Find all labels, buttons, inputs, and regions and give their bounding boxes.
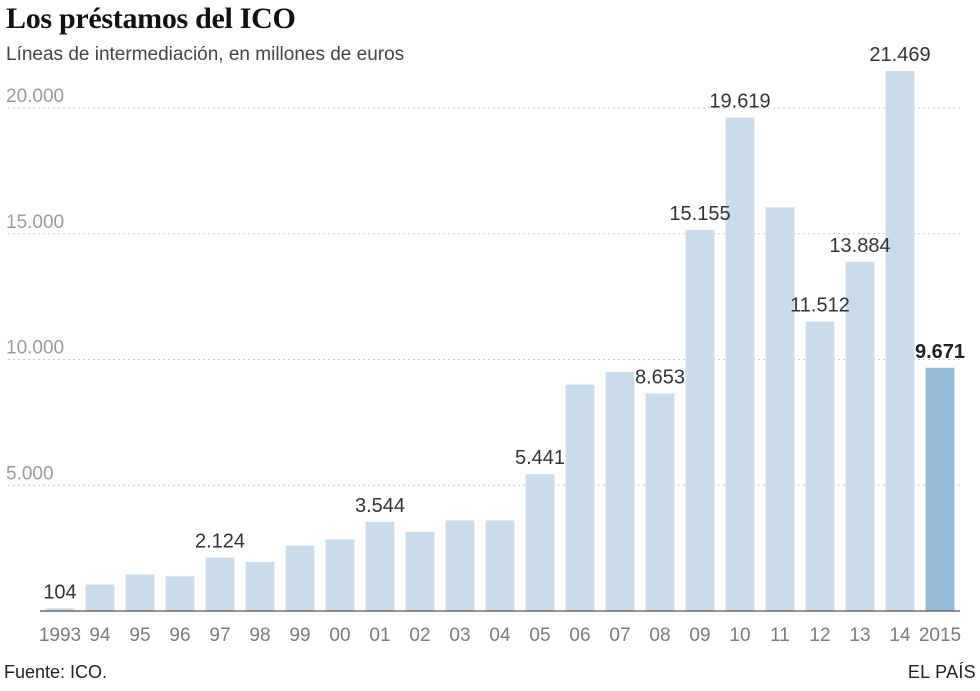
bar-99	[285, 545, 315, 611]
data-label: 2.124	[195, 531, 245, 553]
data-label: 19.619	[709, 91, 770, 113]
x-tick-label: 98	[249, 625, 270, 646]
bar-13	[845, 261, 875, 611]
x-tick-label: 95	[129, 625, 150, 646]
bar-12	[805, 321, 835, 611]
x-tick-label: 09	[689, 625, 710, 646]
y-tick-label: 5.000	[6, 463, 54, 484]
x-tick-label: 06	[569, 625, 590, 646]
x-tick-label: 02	[409, 625, 430, 646]
data-label: 5.441	[515, 447, 565, 469]
bar-11	[765, 207, 795, 611]
y-tick-label: 15.000	[6, 212, 64, 233]
x-tick-label: 03	[449, 625, 470, 646]
bar-94	[85, 584, 115, 611]
x-tick-label: 99	[289, 625, 310, 646]
bar-04	[485, 520, 515, 611]
data-label: 8.653	[635, 366, 685, 388]
x-tick-label: 12	[809, 625, 830, 646]
bar-1993	[45, 608, 75, 611]
x-tick-label: 00	[329, 625, 350, 646]
y-tick-label: 20.000	[6, 86, 64, 107]
x-tick-label: 05	[529, 625, 550, 646]
source-note: Fuente: ICO.	[4, 662, 108, 682]
bar-98	[245, 561, 275, 611]
x-tick-label: 1993	[39, 625, 81, 646]
brand-logo: EL PAÍS	[907, 662, 976, 682]
chart-title: Los préstamos del ICO	[6, 2, 296, 35]
bar-09	[685, 229, 715, 611]
bar-95	[125, 574, 155, 611]
data-label: 104	[43, 581, 76, 603]
bar-00	[325, 539, 355, 611]
bar-01	[365, 521, 395, 611]
bar-10	[725, 117, 755, 611]
data-label: 21.469	[869, 44, 930, 66]
bar-14	[885, 71, 915, 612]
x-tick-label: 08	[649, 625, 670, 646]
bar-06	[565, 384, 595, 611]
x-tick-label: 01	[369, 625, 390, 646]
bar-03	[445, 520, 475, 611]
x-tick-label: 04	[489, 625, 511, 646]
x-tick-label: 96	[169, 625, 190, 646]
bar-96	[165, 576, 195, 611]
x-tick-label: 07	[609, 625, 630, 646]
x-tick-label: 2015	[919, 625, 961, 646]
chart-subtitle: Líneas de intermediación, en millones de…	[6, 44, 405, 65]
data-label: 9.671	[915, 341, 965, 363]
x-tick-label: 11	[770, 625, 790, 646]
bar-08	[645, 393, 675, 611]
data-label: 15.155	[669, 203, 730, 225]
bar-02	[405, 531, 435, 611]
bar-97	[205, 557, 235, 611]
x-tick-label: 94	[89, 625, 111, 646]
x-tick-label: 13	[849, 625, 870, 646]
y-tick-label: 10.000	[6, 338, 64, 359]
x-tick-label: 10	[729, 625, 750, 646]
bar-05	[525, 474, 555, 611]
x-tick-label: 97	[209, 625, 230, 646]
bar-07	[605, 372, 635, 611]
x-tick-label: 14	[889, 625, 911, 646]
bar-2015	[925, 367, 955, 611]
data-label: 13.884	[829, 235, 890, 257]
data-label: 11.512	[790, 294, 850, 316]
data-label: 3.544	[355, 495, 405, 517]
